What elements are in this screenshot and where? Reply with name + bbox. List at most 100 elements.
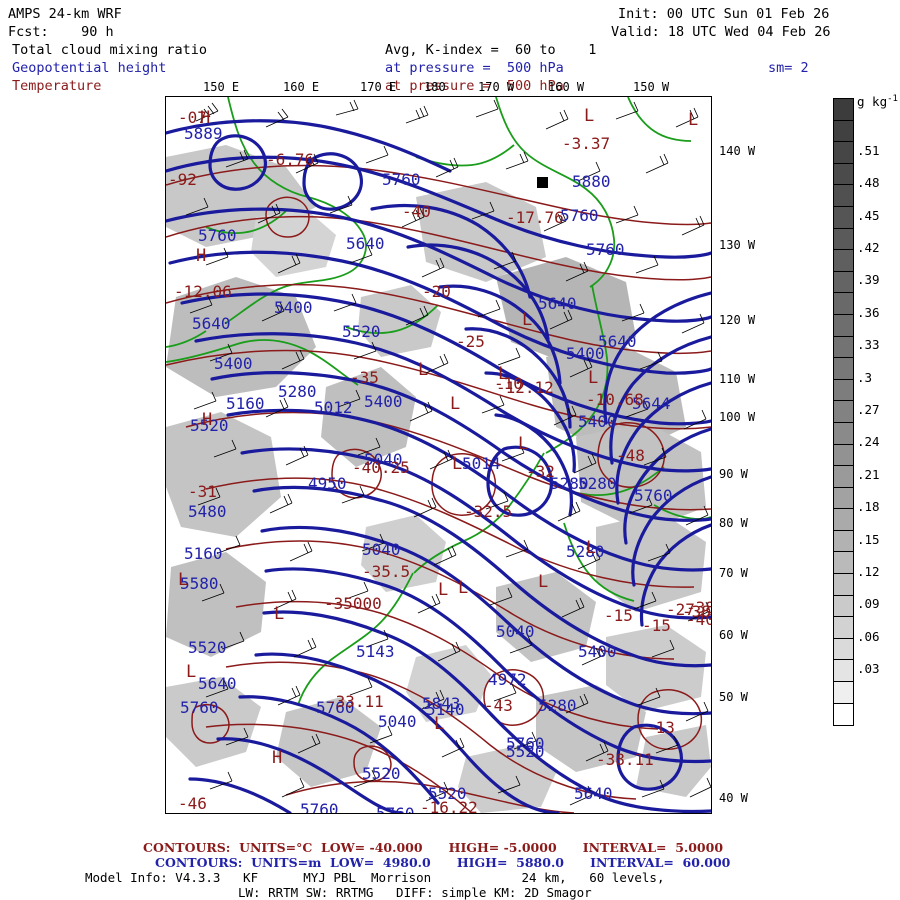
colorbar-swatch <box>834 552 853 575</box>
colorbar-swatch <box>834 336 853 359</box>
colorbar-swatch <box>834 185 853 207</box>
axis-label-top-2: 170 E <box>360 80 397 94</box>
colorbar-swatch <box>834 682 853 704</box>
svg-text:5760: 5760 <box>586 240 625 259</box>
colorbar-swatch <box>834 638 853 661</box>
colorbar-tick-label: .42 <box>857 240 880 256</box>
pressure-center-labels: H H L L L L L L L L L L L L L L L L L L <box>178 106 698 768</box>
svg-text:-10: -10 <box>494 374 523 393</box>
colorbar-tick-label: .15 <box>857 531 880 547</box>
svg-text:5280: 5280 <box>578 474 617 493</box>
svg-text:5400: 5400 <box>578 412 617 431</box>
svg-text:-10.68: -10.68 <box>586 390 644 409</box>
svg-text:L: L <box>584 106 594 126</box>
svg-text:H: H <box>196 246 206 266</box>
colorbar-swatch <box>834 509 853 531</box>
svg-text:5640: 5640 <box>192 314 231 333</box>
svg-text:-35: -35 <box>350 368 379 387</box>
colorbar-tick-label: .39 <box>857 272 880 288</box>
colorbar-tick-label: .24 <box>857 434 880 450</box>
svg-text:H: H <box>200 108 210 128</box>
svg-text:5520: 5520 <box>190 416 229 435</box>
colorbar-tick-label: .3 <box>857 369 873 385</box>
svg-text:L: L <box>458 578 468 598</box>
avg-k-index: Avg, K-index = 60 to 1 <box>385 42 597 58</box>
pressure-level-geop: at pressure = 500 hPa <box>385 60 564 76</box>
model-title: AMPS 24-km WRF <box>8 6 122 22</box>
svg-text:5520: 5520 <box>428 784 467 803</box>
geopotential-contour-layer <box>166 119 711 813</box>
svg-text:L: L <box>438 580 448 600</box>
colorbar-tick-label: .45 <box>857 207 880 223</box>
svg-text:5520: 5520 <box>188 638 227 657</box>
svg-text:-27: -27 <box>666 600 695 619</box>
svg-text:L: L <box>538 572 548 592</box>
colorbar-tick-label: .51 <box>857 142 880 158</box>
colorbar-swatch <box>834 163 853 186</box>
svg-text:5843: 5843 <box>422 694 461 713</box>
svg-text:L: L <box>274 604 284 624</box>
colorbar-tick-label: .18 <box>857 499 880 515</box>
svg-text:5160: 5160 <box>184 544 223 563</box>
colorbar-swatch <box>834 660 853 683</box>
svg-text:-92: -92 <box>168 170 197 189</box>
svg-text:L: L <box>586 538 596 558</box>
axis-label-right-9: 50 W <box>719 690 748 704</box>
geopotential-value-labels: 5889 5760 5640 5520 5480 5160 . 5580 552… <box>180 124 673 813</box>
axis-label-top-6: 150 W <box>633 80 670 94</box>
colorbar-tick-label: .48 <box>857 175 880 191</box>
svg-text:5520: 5520 <box>506 742 545 761</box>
pressure-level-temp: at pressure = 500 hPa <box>385 78 564 94</box>
axis-label-right-7: 70 W <box>719 566 748 580</box>
colorbar-swatch <box>834 99 853 121</box>
colorbar-tick-label: .33 <box>857 337 880 353</box>
svg-text:-38.11: -38.11 <box>596 750 654 769</box>
svg-text:5520: 5520 <box>362 764 401 783</box>
colorbar-swatch <box>834 466 853 488</box>
svg-text:5644: 5644 <box>632 394 671 413</box>
svg-text:5640: 5640 <box>574 784 613 803</box>
svg-text:-17.76: -17.76 <box>506 208 564 227</box>
colorbar[interactable] <box>833 98 854 727</box>
footer-geop-contours: CONTOURS: UNITS=m LOW= 4980.0 HIGH= 5880… <box>155 855 731 870</box>
colorbar-tick-label: .27 <box>857 402 880 418</box>
colorbar-swatch <box>834 293 853 315</box>
wind-barb-layer <box>185 99 711 806</box>
svg-text:5040: 5040 <box>378 712 417 731</box>
svg-text:-13: -13 <box>646 718 675 737</box>
cloud-shading-layer <box>166 145 711 813</box>
axis-label-right-6: 80 W <box>719 516 748 530</box>
colorbar-swatch <box>834 358 853 380</box>
svg-text:-12.12: -12.12 <box>496 378 554 397</box>
svg-text:-20: -20 <box>422 282 451 301</box>
svg-text:5400: 5400 <box>578 642 617 661</box>
svg-text:5760: 5760 <box>300 800 339 813</box>
svg-text:L: L <box>588 368 598 388</box>
svg-text:-16.22: -16.22 <box>420 798 478 813</box>
colorbar-tick-label: .12 <box>857 564 880 580</box>
svg-text:5140: 5140 <box>426 700 465 719</box>
temperature-label: Temperature <box>12 78 102 94</box>
colorbar-swatch <box>834 250 853 272</box>
svg-text:5880: 5880 <box>572 172 611 191</box>
svg-text:-33.11: -33.11 <box>326 692 384 711</box>
svg-text:5760: 5760 <box>376 804 415 813</box>
axis-label-right-2: 120 W <box>719 313 756 327</box>
svg-text:-48: -48 <box>616 446 645 465</box>
svg-text:5280: 5280 <box>538 696 577 715</box>
svg-text:5580: 5580 <box>180 574 219 593</box>
colorbar-tick-label: .03 <box>857 661 880 677</box>
svg-text:5640: 5640 <box>538 294 577 313</box>
colorbar-swatch <box>834 444 853 467</box>
svg-text:-46: -46 <box>178 794 207 813</box>
svg-text:5640: 5640 <box>346 234 385 253</box>
svg-text:L: L <box>518 434 528 454</box>
colorbar-swatch <box>834 574 853 596</box>
svg-text:5400: 5400 <box>364 392 403 411</box>
svg-text:5889: 5889 <box>184 124 223 143</box>
colorbar-swatch <box>834 422 853 445</box>
weather-map[interactable]: 5889 5760 5640 5520 5480 5160 . 5580 552… <box>165 96 712 814</box>
axis-label-top-3: 180 <box>424 80 446 94</box>
svg-text:-32.5: -32.5 <box>464 502 512 521</box>
svg-text:5760: 5760 <box>382 170 421 189</box>
